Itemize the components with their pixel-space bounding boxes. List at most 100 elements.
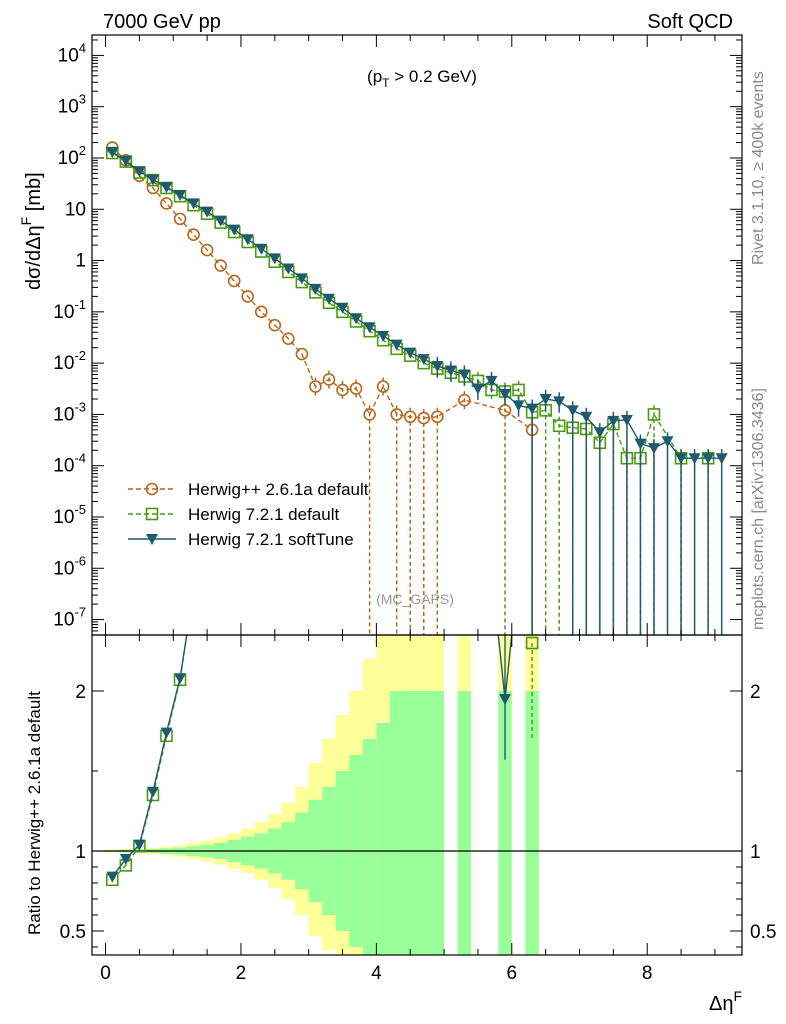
data-point: [634, 438, 647, 450]
data-point: [688, 453, 701, 465]
data-point: [160, 182, 173, 194]
band-inner: [403, 691, 417, 955]
ratio-series-line: [111, 635, 188, 881]
data-point: [336, 302, 349, 314]
header-right: Soft QCD: [647, 11, 733, 33]
x-axis-label: ΔηF: [709, 988, 742, 1015]
data-point: [512, 383, 525, 397]
axes-layer: 10-710-610-510-410-310-210-1110102103104…: [53, 34, 776, 984]
data-point: [444, 365, 457, 377]
data-point: [363, 322, 376, 334]
y-tick-label: 10-3: [53, 399, 86, 425]
data-point: [525, 636, 539, 650]
data-point: [146, 534, 158, 545]
y-tick-label: 10: [65, 199, 86, 220]
data-point: [376, 380, 390, 393]
data-point: [228, 224, 241, 236]
y-tick-label: 10-1: [53, 297, 86, 323]
y-tick-label: 104: [58, 40, 86, 66]
ratio-y-tick-label: 1: [750, 842, 761, 863]
ratio-y-tick-label: 2: [75, 682, 86, 703]
data-point: [214, 259, 227, 272]
data-point: [160, 197, 173, 210]
legend: Herwig++ 2.6.1a default Herwig 7.2.1 defa…: [128, 480, 369, 549]
legend-entry-label: Herwig 7.2.1 default: [188, 505, 339, 524]
data-point: [431, 410, 444, 424]
data-point: [471, 383, 484, 395]
data-point: [227, 274, 241, 288]
data-point: [214, 215, 227, 227]
ratio-y-tick-label: 0.5: [750, 922, 776, 943]
series-line: [111, 147, 533, 431]
data-point: [309, 380, 322, 393]
x-tick-label: 0: [100, 963, 111, 984]
data-point: [241, 290, 255, 303]
data-point: [675, 453, 688, 465]
data-point: [390, 408, 403, 421]
legend-entry-label: Herwig++ 2.6.1a default: [188, 480, 369, 499]
y-tick-label: 10-2: [53, 348, 86, 374]
data-point: [133, 166, 146, 178]
data-point: [647, 443, 660, 455]
data-point: [146, 174, 159, 186]
data-point: [119, 155, 132, 167]
data-point: [363, 408, 376, 421]
data-point: [241, 234, 254, 246]
data-point: [512, 400, 525, 412]
data-point: [255, 243, 268, 255]
data-point: [580, 411, 593, 423]
band-inner: [362, 739, 377, 955]
band-inner: [457, 691, 472, 955]
data-point: [160, 727, 173, 739]
data-point: [458, 369, 471, 381]
data-point: [404, 347, 417, 359]
data-point: [146, 786, 159, 798]
series-line: [111, 152, 709, 459]
data-point: [119, 854, 132, 865]
data-point: [647, 408, 661, 421]
data-point: [106, 147, 119, 159]
data-point: [553, 396, 566, 408]
ratio-series-line: [111, 635, 188, 878]
data-point: [254, 305, 268, 319]
data-point: [349, 382, 363, 395]
data-point: [620, 414, 633, 426]
x-tick-label: 8: [642, 963, 653, 984]
data-point: [539, 393, 552, 405]
cut-annotation: (pT > 0.2 GeV): [367, 67, 477, 90]
side-label-top: Rivet 3.1.10, ≥ 400k events: [750, 71, 767, 265]
band-inner: [525, 691, 539, 955]
legend-entry-label: Herwig 7.2.1 softTune: [188, 530, 354, 549]
data-point: [187, 228, 200, 241]
data-point: [282, 332, 295, 345]
band-inner: [417, 691, 431, 955]
data-point: [106, 871, 119, 883]
x-tick-label: 6: [507, 963, 518, 984]
ratio-frame: [91, 634, 743, 956]
data-point: [295, 273, 308, 285]
data-point: [417, 411, 431, 425]
data-point: [268, 253, 281, 265]
y-tick-label: 103: [58, 92, 86, 118]
x-tick-label: 4: [371, 963, 382, 984]
ratio-y-tick-label: 0.5: [60, 922, 86, 943]
ratio-y-tick-label: 2: [750, 682, 761, 703]
data-point: [174, 673, 187, 685]
band-outer: [457, 635, 472, 691]
uncertainty-bands: [105, 635, 539, 955]
data-point: [485, 375, 498, 387]
data-point: [417, 354, 430, 366]
data-point: [200, 243, 214, 257]
header-left: 7000 GeV pp: [103, 11, 221, 33]
band-inner: [430, 691, 445, 955]
series-line: [111, 151, 722, 459]
data-point: [715, 453, 728, 465]
side-label-bottom: mcplots.cern.ch [arXiv:1306.3436]: [750, 388, 767, 630]
band-inner: [389, 691, 404, 955]
data-point: [145, 482, 159, 496]
watermark: (MC_GAPS): [376, 591, 454, 607]
data-point: [350, 313, 363, 325]
y-tick-label: 1: [75, 251, 86, 272]
data-point: [661, 436, 674, 448]
